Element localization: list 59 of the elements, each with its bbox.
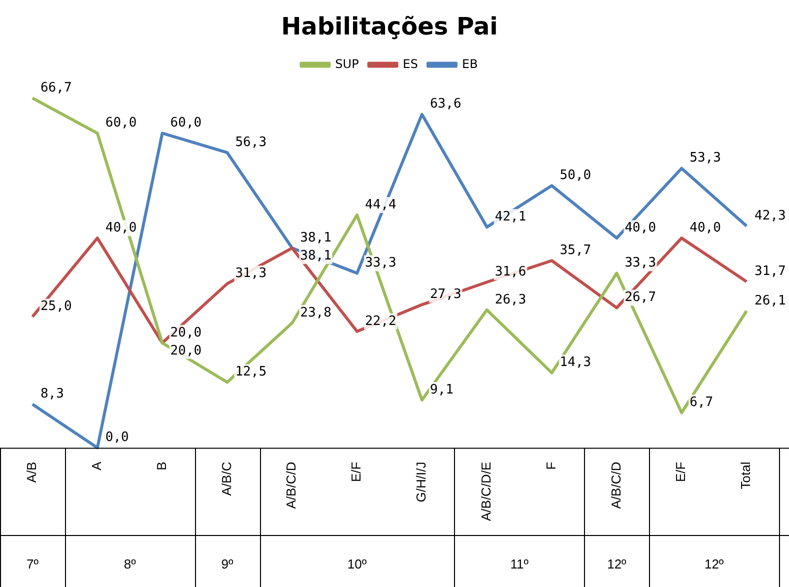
data-label: 26,1 bbox=[754, 293, 786, 308]
x-tick-label: A/B/C bbox=[218, 462, 234, 496]
data-label: 20,0 bbox=[170, 325, 202, 340]
data-label: 60,0 bbox=[170, 116, 202, 131]
legend-label: EB bbox=[462, 56, 478, 71]
x-tick-label: A/B/C/D/E bbox=[478, 461, 494, 522]
x-tick-label: E/F bbox=[348, 462, 364, 482]
x-tick-label: A/B/C/D bbox=[284, 462, 299, 509]
data-label: 27,3 bbox=[430, 287, 462, 302]
data-label: 53,3 bbox=[690, 150, 721, 166]
data-label: 23,8 bbox=[300, 305, 332, 320]
data-label: 6,7 bbox=[690, 395, 714, 410]
data-label: 14,3 bbox=[560, 355, 592, 370]
text: 12º bbox=[607, 556, 627, 572]
chart-title: Habilitações Pai bbox=[281, 12, 498, 41]
x-tick-label: B bbox=[154, 462, 169, 470]
data-label: 31,6 bbox=[494, 264, 526, 280]
data-label: 44,4 bbox=[365, 197, 397, 212]
data-label: 42,1 bbox=[494, 209, 526, 224]
data-label: 50,0 bbox=[560, 168, 592, 184]
data-label: 31,3 bbox=[235, 266, 267, 282]
legend-label: SUP bbox=[335, 56, 359, 71]
data-label: 38,1 bbox=[300, 248, 332, 264]
data-label: 25,0 bbox=[40, 299, 72, 314]
x-tick-label: Total bbox=[738, 462, 754, 490]
data-label: 22,2 bbox=[365, 314, 396, 329]
data-label: 40,0 bbox=[105, 220, 137, 236]
text: 7º bbox=[26, 556, 39, 572]
data-label: 0,0 bbox=[105, 430, 129, 446]
data-label: 40,0 bbox=[624, 220, 656, 236]
data-label: 60,0 bbox=[105, 116, 137, 131]
data-label: 26,3 bbox=[494, 292, 526, 308]
data-label: 9,1 bbox=[430, 382, 454, 398]
x-tick-label: A/B/C/D bbox=[608, 462, 624, 509]
legend-label: ES bbox=[402, 56, 418, 71]
x-tick-label: G/H/I/J bbox=[414, 462, 429, 502]
x-tick-label: F bbox=[543, 462, 558, 470]
data-label: 20,0 bbox=[170, 343, 202, 358]
data-label: 66,7 bbox=[40, 80, 72, 96]
data-label: 33,3 bbox=[365, 256, 396, 271]
x-tick-label: A bbox=[88, 461, 104, 470]
text: 9º bbox=[221, 556, 234, 572]
data-label: 40,0 bbox=[690, 220, 721, 236]
data-label: 26,7 bbox=[624, 290, 656, 306]
x-tick-label: E/F bbox=[673, 462, 688, 482]
x-tick-label: A/B bbox=[24, 462, 40, 483]
data-label: 42,3 bbox=[754, 208, 786, 224]
data-label: 31,7 bbox=[754, 264, 786, 279]
data-label: 8,3 bbox=[40, 386, 64, 402]
text: 12º bbox=[704, 556, 724, 572]
text: 10º bbox=[347, 556, 367, 572]
text: 11º bbox=[510, 556, 529, 572]
data-label: 63,6 bbox=[430, 96, 462, 112]
data-label: 56,3 bbox=[235, 134, 267, 150]
data-label: 35,7 bbox=[560, 242, 592, 258]
data-label: 12,5 bbox=[235, 364, 267, 380]
data-label: 38,1 bbox=[300, 230, 332, 246]
text: 8º bbox=[124, 556, 136, 572]
data-label: 33,3 bbox=[624, 256, 656, 271]
